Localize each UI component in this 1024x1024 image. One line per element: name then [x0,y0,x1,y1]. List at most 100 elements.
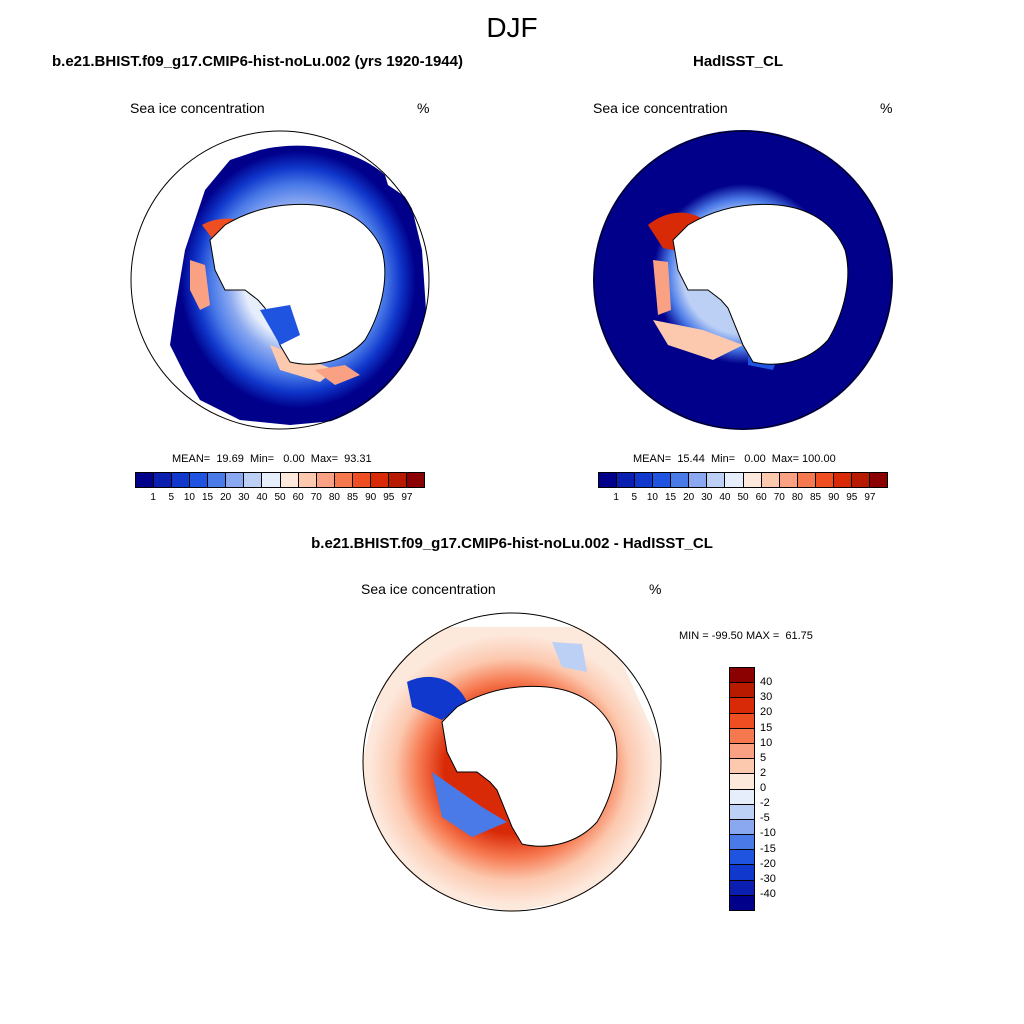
colorbar-tick-label: -30 [760,872,776,885]
colorbar-swatch [172,473,191,487]
colorbar-tick-label: 60 [292,492,304,503]
colorbar-tick-label: 20 [220,492,232,503]
colorbar-tick-label: 20 [683,492,695,503]
colorbar-swatch [730,713,754,729]
colorbar-swatch [316,473,335,487]
colorbar-swatch [730,865,754,881]
colorbar-tick-label: 97 [864,492,876,503]
colorbar-tick-label: 95 [846,492,858,503]
colorbar-swatch [262,473,281,487]
panel3-polar-map [362,612,662,912]
colorbar-swatch [730,759,754,775]
colorbar-swatch [334,473,353,487]
colorbar-tick-label: 50 [274,492,286,503]
colorbar-tick-label: 97 [401,492,413,503]
colorbar-tick-label: 15 [664,492,677,503]
panel1-colorbar: 1 5 10 15 20 30 40 50 60 70 80 85 90 95 97 [135,472,425,506]
colorbar-tick-label: 40 [719,492,731,503]
colorbar-tick-label: 40 [256,492,268,503]
colorbar-tick-label: -10 [760,827,776,840]
colorbar-swatch [599,473,618,487]
colorbar-tick-label: 70 [773,492,785,503]
colorbar-swatch [761,473,780,487]
colorbar-tick-label: 40 [760,676,773,689]
panel3-stats: MIN = -99.50 MAX = 61.75 [679,630,813,642]
panel1-field-label: Sea ice concentration [130,100,265,116]
panel3-unit-label: % [649,581,662,597]
colorbar-swatch [797,473,816,487]
colorbar-swatch [388,473,407,487]
colorbar-tick-label: 15 [201,492,214,503]
colorbar-swatch [635,473,654,487]
colorbar-swatch [689,473,708,487]
colorbar-tick-label: 60 [755,492,767,503]
colorbar-swatch [707,473,726,487]
panel1-unit-label: % [417,100,430,116]
colorbar-tick-label: 90 [828,492,840,503]
colorbar-swatch [352,473,371,487]
colorbar-tick-label: 50 [737,492,749,503]
colorbar-tick-label: 90 [365,492,377,503]
panel1-polar-map [130,130,430,430]
panel3-colorbar-swatches [729,667,755,911]
colorbar-tick-label: 15 [760,721,773,734]
colorbar-tick-label: -2 [760,797,770,810]
panel1-title: b.e21.BHIST.f09_g17.CMIP6-hist-noLu.002 … [52,53,463,70]
colorbar-swatch [779,473,798,487]
colorbar-swatch [298,473,317,487]
panel2-field-label: Sea ice concentration [593,100,728,116]
panel2-stats: MEAN= 15.44 Min= 0.00 Max= 100.00 [633,453,836,465]
colorbar-swatch [653,473,672,487]
colorbar-tick-label: -5 [760,812,770,825]
panel1-colorbar-labels: 1 5 10 15 20 30 40 50 60 70 80 85 90 95 97 [135,492,425,506]
panel3-colorbar-labels: 40 30 20 15 10 5 2 0 -2 -5 -10 -15 -20 -30 -40 [760,667,800,909]
colorbar-tick-label: 1 [150,492,156,503]
colorbar-tick-label: 10 [646,492,658,503]
colorbar-tick-label: 85 [809,492,822,503]
colorbar-swatch [730,895,754,910]
colorbar-swatch [730,728,754,744]
colorbar-swatch [617,473,636,487]
colorbar-swatch [730,774,754,790]
colorbar-tick-label: 5 [168,492,175,503]
colorbar-swatch [730,819,754,836]
colorbar-swatch [136,473,155,487]
colorbar-tick-label: 70 [310,492,322,503]
colorbar-swatch [370,473,389,487]
colorbar-tick-label: 5 [631,492,638,503]
colorbar-swatch [725,473,744,487]
panel3-title: b.e21.BHIST.f09_g17.CMIP6-hist-noLu.002 … [311,535,713,552]
panel2-colorbar-swatches [598,472,888,488]
colorbar-tick-label: 85 [346,492,359,503]
colorbar-tick-label: 80 [791,492,803,503]
panel2-colorbar: 1 5 10 15 20 30 40 50 60 70 80 85 90 95 97 [598,472,888,506]
panel2-unit-label: % [880,100,893,116]
colorbar-swatch [190,473,209,487]
colorbar-tick-label: 10 [760,736,773,749]
colorbar-tick-label: -40 [760,887,776,900]
panel1-stats: MEAN= 19.69 Min= 0.00 Max= 93.31 [172,453,372,465]
colorbar-swatch [730,804,754,820]
colorbar-swatch [833,473,852,487]
colorbar-swatch [730,698,754,714]
colorbar-swatch [154,473,173,487]
colorbar-tick-label: 30 [238,492,250,503]
panel1-colorbar-swatches [135,472,425,488]
colorbar-swatch [730,850,754,866]
colorbar-tick-label: -20 [760,857,776,870]
colorbar-tick-label: 30 [701,492,713,503]
panel2-polar-map [593,130,893,430]
colorbar-tick-label: 10 [183,492,195,503]
colorbar-tick-label: 2 [760,766,767,779]
panel3-colorbar [729,667,755,911]
colorbar-tick-label: 20 [760,706,773,719]
colorbar-tick-label: 95 [383,492,395,503]
figure-title: DJF [486,12,538,43]
colorbar-swatch [406,473,424,487]
panel2-title: HadISST_CL [693,53,784,70]
colorbar-swatch [226,473,245,487]
colorbar-swatch [730,743,754,760]
colorbar-tick-label: 0 [760,782,767,794]
colorbar-swatch [743,473,762,487]
colorbar-tick-label: 80 [328,492,340,503]
